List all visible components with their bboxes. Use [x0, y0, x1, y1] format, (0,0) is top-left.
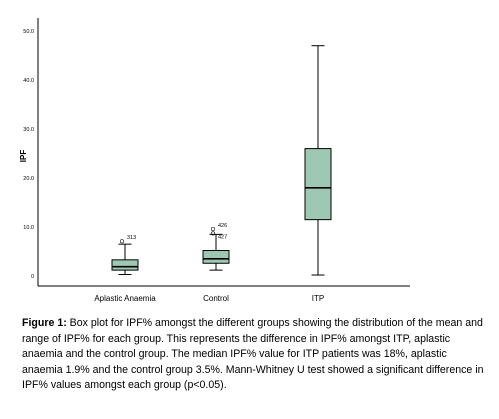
outlier-label: 313: [127, 235, 136, 241]
y-tick-label: 20.0: [23, 176, 34, 182]
figure-caption: Figure 1: Box plot for IPF% amongst the …: [22, 316, 484, 394]
outlier-label: 427: [218, 234, 227, 240]
x-tick-label: Control: [203, 294, 229, 303]
box-group: [304, 45, 332, 276]
y-tick-label: 40.0: [23, 78, 34, 84]
box-plot-chart: IPF 0 10.0 20.0 30.0 40.0 50.0 313 426 427 Apla…: [19, 18, 410, 303]
y-tick-label: 10.0: [23, 225, 34, 231]
caption-text: Box plot for IPF% amongst the different …: [22, 317, 484, 391]
box-group: 426 427: [202, 223, 230, 271]
box: [202, 250, 230, 264]
y-tick-label: 30.0: [23, 127, 34, 133]
outlier-point: [120, 239, 125, 244]
outlier-point: [211, 226, 216, 231]
boxes: 313 426 427: [111, 45, 332, 276]
x-tick-label: Aplastic Anaemia: [94, 294, 156, 303]
box: [111, 259, 139, 271]
y-axis-label: IPF: [19, 150, 28, 163]
box: [304, 148, 332, 221]
outlier-point: [211, 231, 216, 236]
y-ticks: 0 10.0 20.0 30.0 40.0 50.0: [23, 29, 34, 280]
y-tick-label: 0: [31, 274, 34, 280]
box-group: 313: [111, 235, 139, 276]
y-tick-label: 50.0: [23, 29, 34, 35]
outlier-label: 426: [218, 223, 227, 229]
caption-label: Figure 1:: [22, 317, 67, 329]
x-tick-labels: Aplastic Anaemia Control ITP: [94, 294, 324, 303]
x-tick-label: ITP: [312, 294, 324, 303]
